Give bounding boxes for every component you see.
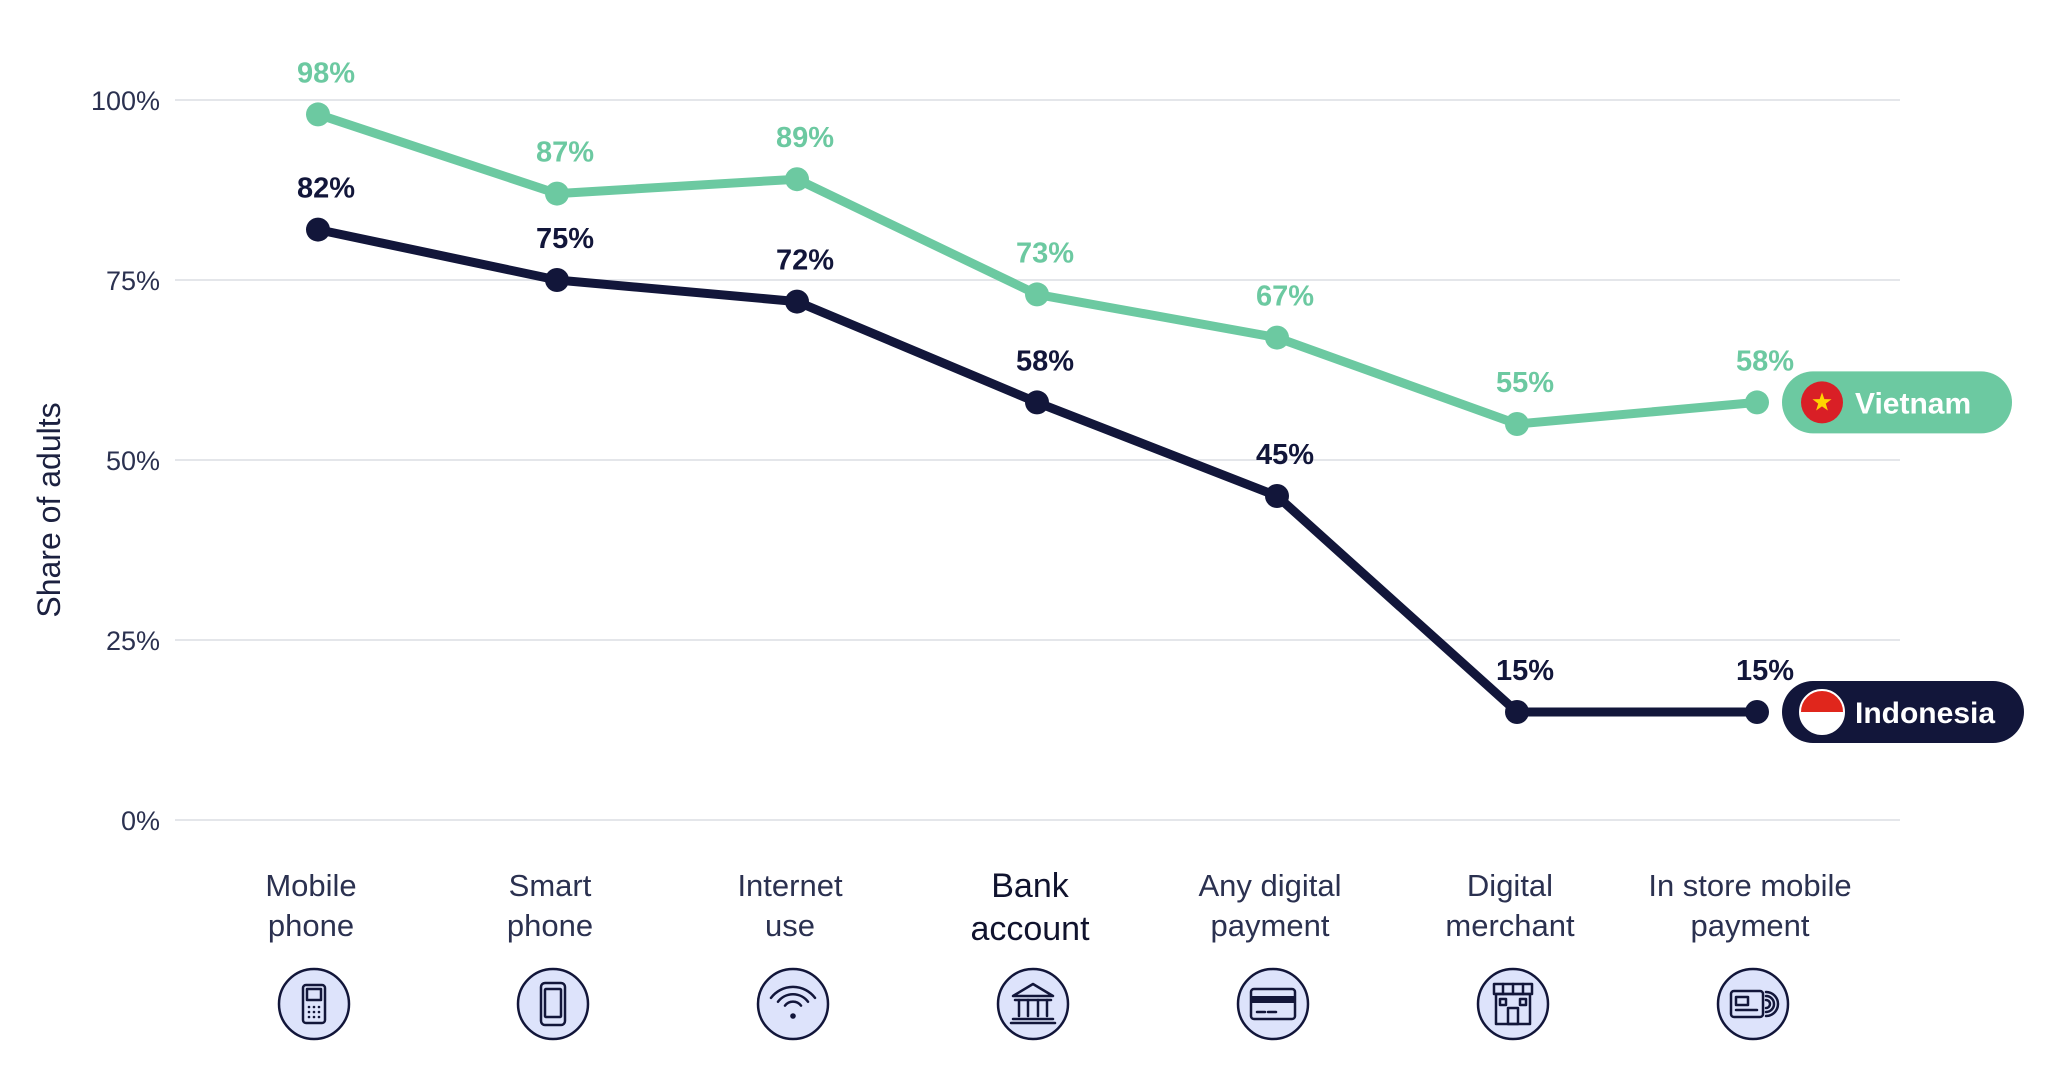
data-label-vietnam: 58% (1736, 345, 1794, 377)
data-label-indonesia: 72% (776, 245, 834, 277)
data-label-vietnam: 55% (1496, 367, 1554, 399)
data-labels: 98% 87% 89% 73% 67% 55% 58% 82% 75% 72% 58% 45% 15% 1… (297, 57, 1794, 687)
x-category-label: Digital (1467, 868, 1553, 903)
data-label-indonesia: 15% (1496, 655, 1554, 687)
x-category-label: phone (507, 908, 593, 943)
x-category-label: Internet (737, 868, 843, 903)
smartphone-icon (516, 967, 590, 1041)
indonesia-flag-icon (1799, 689, 1845, 735)
legend-badge-vietnam: Vietnam (1782, 371, 2012, 434)
x-category-label: payment (1691, 908, 1810, 943)
data-point-indonesia (1505, 700, 1529, 724)
data-point-vietnam (1505, 412, 1529, 436)
badge-background (1782, 681, 2024, 743)
x-category-label: payment (1211, 908, 1330, 943)
y-tick-label: 25% (106, 626, 160, 656)
data-point-indonesia (1025, 390, 1049, 415)
wifi-icon (756, 967, 830, 1041)
data-label-vietnam: 87% (536, 137, 594, 169)
x-category-label: Smart (509, 868, 592, 903)
gridlines (175, 99, 1900, 821)
data-label-indonesia: 82% (297, 173, 355, 205)
data-point-vietnam (545, 181, 569, 206)
y-tick-label: 100% (91, 86, 160, 116)
x-category-label: account (970, 910, 1090, 948)
legend-label: Vietnam (1855, 387, 1971, 420)
x-category-label: In store mobile (1648, 868, 1851, 903)
x-category-label: merchant (1445, 908, 1575, 943)
y-axis-label: Share of adults (31, 402, 67, 617)
x-category-label: Bank (991, 867, 1069, 905)
y-axis-ticks: 0% 25% 50% 75% 100% (91, 86, 160, 836)
data-point-indonesia (545, 268, 569, 292)
bank-icon (996, 967, 1070, 1041)
data-point-indonesia (1265, 484, 1289, 508)
legend-badges: Vietnam Indonesia (1782, 371, 2024, 743)
data-point-indonesia (785, 289, 809, 314)
data-point-indonesia (306, 217, 330, 242)
data-label-indonesia: 15% (1736, 655, 1794, 687)
data-label-indonesia: 45% (1256, 439, 1314, 471)
category-icons (277, 967, 1790, 1041)
y-tick-label: 0% (121, 806, 160, 836)
data-label-vietnam: 89% (776, 122, 834, 154)
credit-card-icon (1236, 967, 1310, 1041)
store-icon (1476, 967, 1550, 1041)
x-category-label: use (765, 908, 815, 943)
x-axis-categories: Mobile phone Smart phone Internet use Bank acco… (265, 867, 1851, 948)
data-point-vietnam (1025, 282, 1049, 307)
data-label-vietnam: 67% (1256, 281, 1314, 313)
x-category-label: phone (268, 908, 354, 943)
x-category-label: Any digital (1198, 868, 1341, 903)
legend-badge-indonesia: Indonesia (1782, 681, 2024, 743)
legend-label: Indonesia (1855, 697, 1995, 730)
data-point-vietnam (1265, 325, 1289, 350)
mobile-phone-icon (277, 967, 351, 1041)
data-label-indonesia: 58% (1016, 345, 1074, 377)
contactless-card-icon (1716, 967, 1790, 1041)
data-label-vietnam: 98% (297, 57, 355, 89)
badge-background (1782, 371, 2012, 434)
data-point-indonesia (1745, 700, 1769, 724)
data-point-vietnam (306, 102, 330, 127)
x-category-label: Mobile (265, 868, 356, 903)
data-point-vietnam (1745, 390, 1769, 415)
data-label-indonesia: 75% (536, 223, 594, 255)
y-tick-label: 75% (106, 266, 160, 296)
data-label-vietnam: 73% (1016, 237, 1074, 269)
series-points (306, 102, 1769, 724)
data-point-vietnam (785, 167, 809, 192)
vietnam-flag-icon (1801, 381, 1843, 424)
y-tick-label: 50% (106, 446, 160, 476)
